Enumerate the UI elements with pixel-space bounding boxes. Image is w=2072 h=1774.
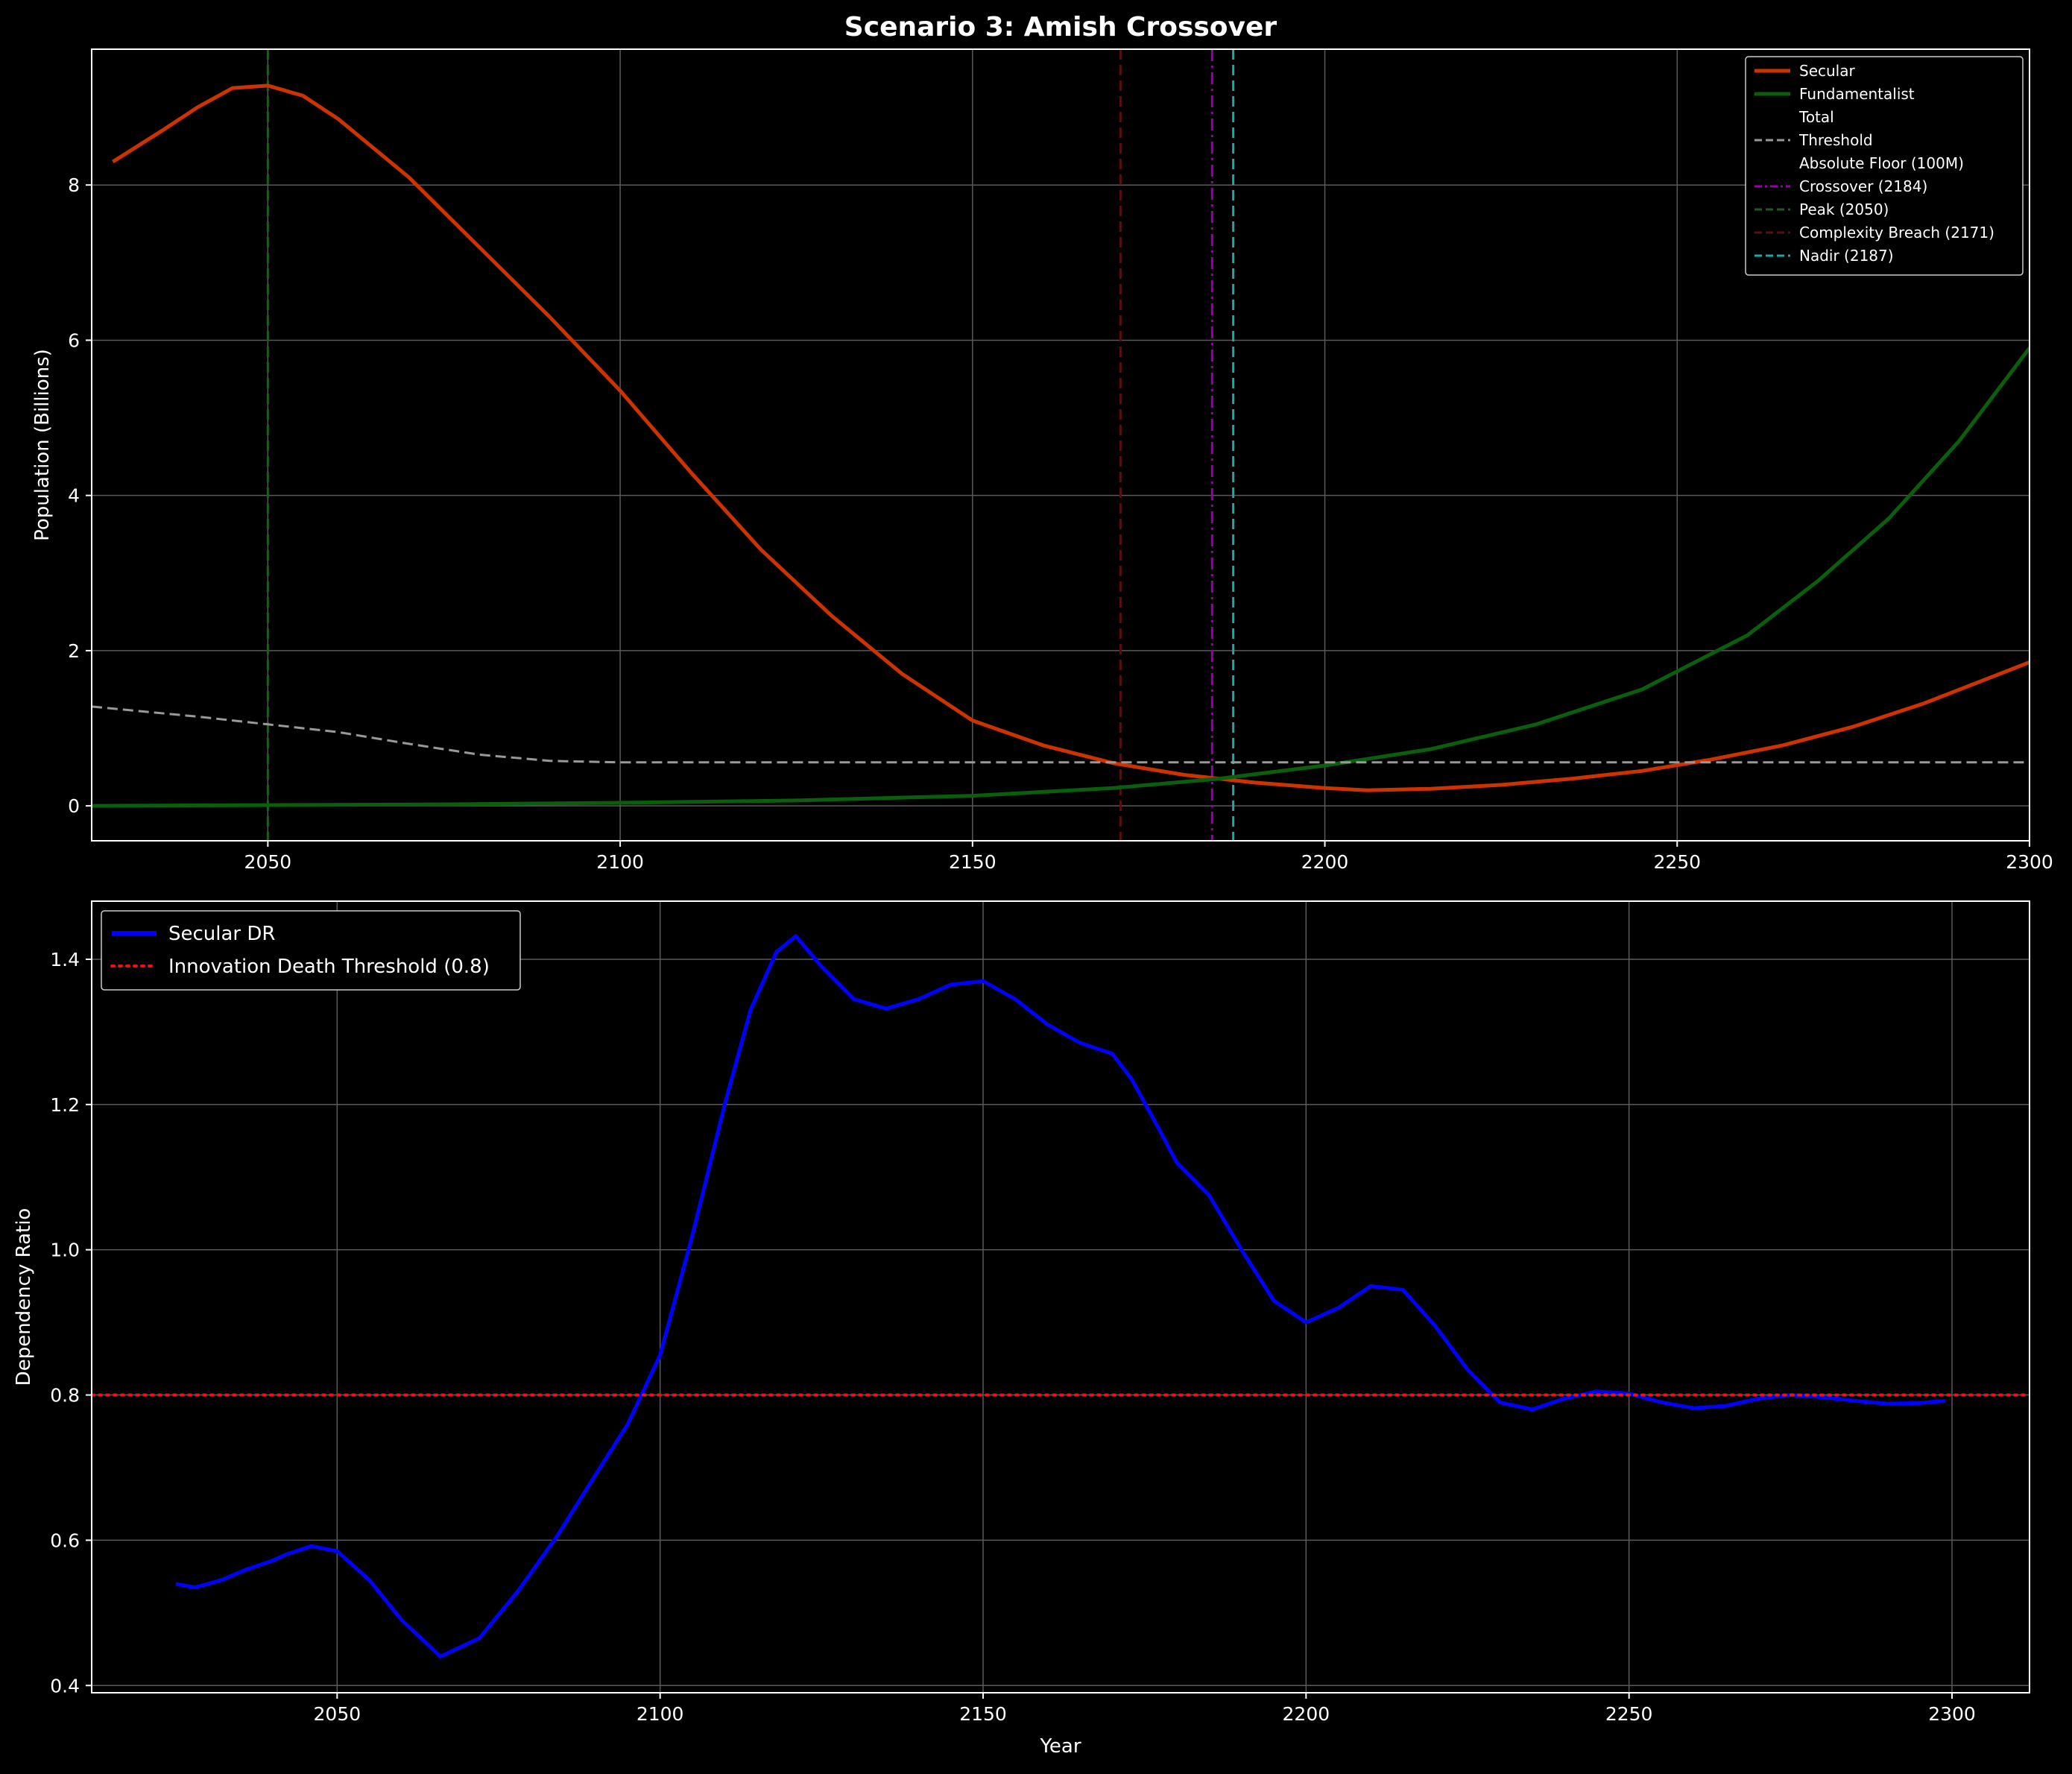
y-tick-label: 0.4 (50, 1675, 80, 1696)
y-tick-label: 8 (68, 174, 80, 196)
x-tick-label: 2200 (1283, 1703, 1330, 1725)
legend-box (101, 910, 521, 991)
legend-label: Secular (1799, 62, 1855, 80)
legend-label: Secular DR (168, 923, 275, 945)
legend-label: Total (1798, 108, 1834, 126)
dependency-ratio-axes: 2050 2100 2150 2200 2250 2300 0.4 0.6 0.8 1.0 1.2 1… (13, 900, 2030, 1758)
x-tick-label: 2200 (1301, 851, 1349, 873)
x-tick-label: 2050 (314, 1703, 361, 1725)
x-tick-label: 2150 (959, 1703, 1007, 1725)
y-tick-label: 6 (68, 329, 80, 351)
y-tick-label: 0.6 (50, 1530, 80, 1551)
population-axes: 2050 2100 2150 2200 2250 2300 0 2 4 6 8 Scenario 3:… (31, 12, 2053, 873)
legend-label: Fundamentalist (1799, 85, 1915, 103)
y-tick-label: 1.2 (50, 1094, 80, 1116)
plot-background (92, 901, 2030, 1693)
plot-area (92, 934, 2030, 1658)
x-tick-label: 2050 (244, 851, 292, 873)
x-tick-label: 2100 (596, 851, 644, 873)
y-tick-label: 2 (68, 640, 80, 662)
y-tick-label: 1.0 (50, 1240, 80, 1261)
plot-background (92, 49, 2030, 841)
series-line-secular-dr (175, 934, 1946, 1658)
legend: Secular DR Innovation Death Threshold (0.… (101, 910, 521, 991)
y-tick-label: 0 (68, 795, 80, 817)
series-line-threshold (92, 705, 2030, 764)
y-tick-label: 4 (68, 485, 80, 507)
legend: Secular Fundamentalist Total Threshold Absol… (1745, 56, 2024, 276)
axes-frame (91, 48, 2030, 842)
legend-label: Innovation Death Threshold (0.8) (168, 956, 490, 978)
series-line-fundamentalist (92, 347, 2030, 808)
legend-label: Threshold (1798, 131, 1873, 149)
x-tick-label: 2100 (637, 1703, 684, 1725)
legend-label: Peak (2050) (1799, 201, 1889, 218)
x-axis-label: Year (1039, 1735, 1081, 1758)
legend-label: Crossover (2184) (1799, 177, 1927, 195)
y-tick-label: 1.4 (50, 949, 80, 970)
y-axis-label: Population (Billions) (31, 349, 54, 541)
series-line-secular (112, 83, 2030, 792)
plot-area (92, 49, 2030, 841)
legend-label: Complexity Breach (2171) (1799, 224, 1994, 242)
axes-frame (91, 900, 2030, 1693)
chart-title: Scenario 3: Amish Crossover (844, 12, 1277, 42)
x-tick-label: 2250 (1605, 1703, 1653, 1725)
x-tick-label: 2300 (2006, 851, 2053, 873)
x-tick-label: 2250 (1653, 851, 1701, 873)
y-axis-label: Dependency Ratio (13, 1208, 35, 1386)
y-tick-label: 0.8 (50, 1385, 80, 1407)
legend-box (1745, 56, 2024, 276)
x-tick-label: 2150 (949, 851, 996, 873)
x-tick-label: 2300 (1928, 1703, 1976, 1725)
legend-label: Nadir (2187) (1799, 247, 1894, 265)
legend-label: Absolute Floor (100M) (1799, 154, 1964, 172)
